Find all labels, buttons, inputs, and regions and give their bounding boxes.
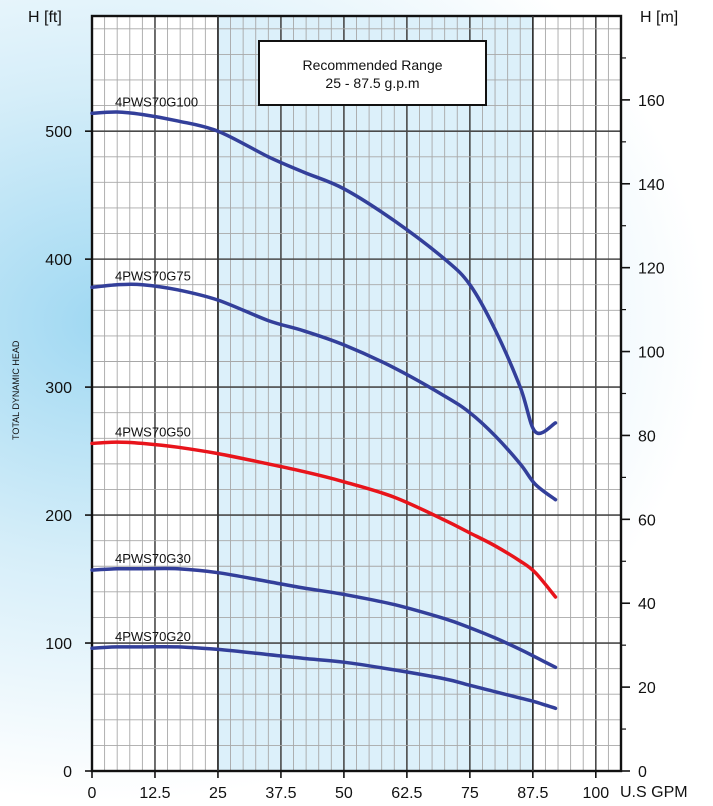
y-left-tick-label: 300 [45,380,72,397]
y-right-tick-label: 80 [638,428,656,445]
x-tick-label: 87.5 [517,785,548,802]
y-left-tick-label: 0 [63,764,72,781]
y-axis-side-title: TOTAL DYNAMIC HEAD [11,340,21,440]
series-line-4pws70g100 [90,110,558,436]
x-tick-label: 25 [209,785,227,802]
series-label-4pws70g75: 4PWS70G75 [115,268,191,283]
x-tick-label: 75 [461,785,479,802]
y-right-tick-label: 160 [638,93,665,110]
series-line-4pws70g75 [90,282,558,502]
y-right-tick-label: 60 [638,512,656,529]
y-left-tick-label: 500 [45,124,72,141]
series-line-4pws70g50 [90,440,558,599]
y-right-tick-label: 140 [638,177,665,194]
y-left-tick-label: 200 [45,508,72,525]
x-tick-label: 37.5 [265,785,296,802]
y-left-tick-label: 100 [45,636,72,653]
right-axis-title: H [m] [640,9,678,26]
x-tick-label: 0 [88,785,97,802]
y-right-tick-label: 40 [638,596,656,613]
x-tick-label: 62.5 [391,785,422,802]
y-right-tick-label: 100 [638,345,665,362]
x-axis-title: U.S GPM [620,784,688,801]
series-label-4pws70g30: 4PWS70G30 [115,551,191,566]
y-right-tick-label: 120 [638,261,665,278]
series-label-4pws70g50: 4PWS70G50 [115,424,191,439]
y-right-tick-label: 20 [638,680,656,697]
recommended-range-values: 25 - 87.5 g.p.m [325,75,419,91]
x-tick-label: 12.5 [139,785,170,802]
y-right-tick-label: 0 [638,764,647,781]
recommended-range-title: Recommended Range [302,57,442,73]
series-labels: 4PWS70G100 4PWS70G75 4PWS70G50 4PWS70G30 4PW… [115,94,198,644]
series-label-4pws70g20: 4PWS70G20 [115,629,191,644]
series-label-4pws70g100: 4PWS70G100 [115,94,198,109]
series-lines [90,110,558,711]
y-left-tick-label: 400 [45,252,72,269]
left-axis-title: H [ft] [28,9,62,26]
x-tick-label: 100 [582,785,609,802]
tick-labels: 0 12.5 25 37.5 50 62.5 75 87.5 10001002003004005… [45,57,665,802]
recommended-range-band [217,16,533,771]
x-tick-label: 50 [335,785,353,802]
recommended-range-fill [217,16,533,771]
series-line-4pws70g20 [90,644,558,711]
recommended-range-box: Recommended Range 25 - 87.5 g.p.m [258,40,487,106]
series-line-4pws70g30 [90,566,558,670]
